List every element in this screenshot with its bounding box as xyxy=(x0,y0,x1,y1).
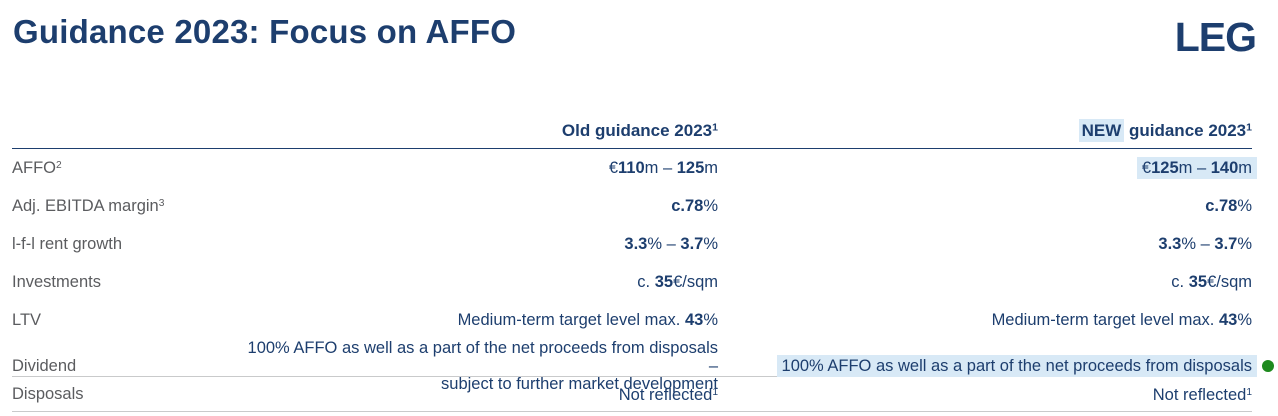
old-guidance-value-disposals: Not reflected1 xyxy=(242,384,718,404)
text-segment: 43 xyxy=(1218,311,1238,329)
row-label-ebitda-margin: Adj. EBITDA margin3 xyxy=(12,197,242,216)
text-segment: % xyxy=(1237,197,1252,215)
old-guidance-value-ebitda-margin: c.78% xyxy=(242,197,718,215)
text-segment: m xyxy=(704,159,718,177)
old-guidance-value-dividend: 100% AFFO as well as a part of the net p… xyxy=(242,339,718,393)
row-label-disposals: Disposals xyxy=(12,385,242,404)
text-segment: 43 xyxy=(684,311,704,329)
column-header-old-guidance: Old guidance 20231 xyxy=(242,121,718,141)
row-label-dividend: Dividend xyxy=(12,357,242,376)
text-segment: € xyxy=(1141,159,1152,177)
text-segment: 100% AFFO as well as a part of the net p… xyxy=(247,339,718,375)
table-row-ltv: LTV Medium-term target level max. 43% Me… xyxy=(12,301,1252,339)
text-segment: subject to further market development xyxy=(441,375,718,393)
text-segment: c. xyxy=(637,273,655,291)
text-segment: % xyxy=(703,235,718,253)
text-segment: 35 xyxy=(1188,273,1208,291)
highlight-box: 100% AFFO as well as a part of the net p… xyxy=(776,355,1257,377)
text-segment: % xyxy=(1237,235,1252,253)
text-segment: m xyxy=(1238,159,1252,177)
table-row-lfl-rent-growth: l-f-l rent growth 3.3% – 3.7% 3.3% – 3.7… xyxy=(12,225,1252,263)
text-segment: 140 xyxy=(1210,159,1239,177)
text-segment: guidance 2023 xyxy=(1124,121,1247,140)
text-segment: 3.7 xyxy=(1214,235,1238,253)
new-guidance-value-investments: c. 35€/sqm xyxy=(718,273,1252,291)
text-segment: Medium-term target level max. xyxy=(457,311,685,329)
text-segment: Adj. EBITDA margin xyxy=(12,196,159,215)
table-body: AFFO2 €110m – 125m €125m – 140m Adj. EBI… xyxy=(12,149,1274,412)
green-dot-icon xyxy=(1262,360,1274,372)
text-segment: % xyxy=(1237,311,1252,329)
row-label-affo: AFFO2 xyxy=(12,159,242,178)
text-segment: €/sqm xyxy=(1207,273,1252,291)
text-segment: % xyxy=(703,311,718,329)
text-segment: c.78 xyxy=(1205,197,1238,215)
old-guidance-value-affo: €110m – 125m xyxy=(242,159,718,177)
text-segment: m – xyxy=(644,159,677,177)
old-guidance-value-investments: c. 35€/sqm xyxy=(242,273,718,291)
new-guidance-value-dividend: 100% AFFO as well as a part of the net p… xyxy=(718,355,1274,377)
text-segment: AFFO xyxy=(12,158,56,177)
text-segment: 3.7 xyxy=(680,235,704,253)
text-segment: Old guidance 2023 xyxy=(561,121,713,140)
text-segment: 3.3 xyxy=(624,235,648,253)
text-segment: LTV xyxy=(12,310,42,329)
row-label-lfl-rent-growth: l-f-l rent growth xyxy=(12,235,242,254)
text-segment: 1 xyxy=(712,386,718,398)
new-guidance-value-lfl-rent-growth: 3.3% – 3.7% xyxy=(718,235,1252,253)
table-row-dividend: Dividend 100% AFFO as well as a part of … xyxy=(12,339,1274,393)
new-guidance-value-disposals: Not reflected1 xyxy=(718,384,1252,404)
text-segment: €/sqm xyxy=(673,273,718,291)
old-guidance-value-lfl-rent-growth: 3.3% – 3.7% xyxy=(242,235,718,253)
text-segment: 1 xyxy=(1246,121,1252,134)
new-guidance-value-affo: €125m – 140m xyxy=(718,157,1257,179)
text-segment: 125 xyxy=(676,159,705,177)
text-segment: 110 xyxy=(618,159,645,177)
text-segment: 100% AFFO as well as a part of the net p… xyxy=(781,357,1252,375)
text-segment: % xyxy=(703,197,718,215)
text-segment: 3.3 xyxy=(1158,235,1182,253)
text-segment: c. xyxy=(1171,273,1189,291)
text-segment: Investments xyxy=(12,272,101,291)
text-segment: 125 xyxy=(1151,159,1179,177)
table-row-affo: AFFO2 €110m – 125m €125m – 140m xyxy=(12,149,1257,187)
text-segment: c.78 xyxy=(671,197,704,215)
guidance-table: Old guidance 20231 NEW guidance 20231 AF… xyxy=(12,112,1274,412)
text-segment: 1 xyxy=(712,121,718,134)
highlight-box: €125m – 140m xyxy=(1136,157,1257,179)
old-guidance-value-ltv: Medium-term target level max. 43% xyxy=(242,311,718,329)
page-title: Guidance 2023: Focus on AFFO xyxy=(13,13,517,50)
new-guidance-value-ltv: Medium-term target level max. 43% xyxy=(718,311,1252,329)
row-label-investments: Investments xyxy=(12,273,242,292)
text-segment: Disposals xyxy=(12,384,84,403)
text-segment: 1 xyxy=(1246,386,1252,398)
text-segment: Medium-term target level max. xyxy=(991,311,1219,329)
text-segment: 3 xyxy=(158,197,165,209)
table-row-ebitda-margin: Adj. EBITDA margin3 c.78% c.78% xyxy=(12,187,1252,225)
table-row-investments: Investments c. 35€/sqm c. 35€/sqm xyxy=(12,263,1252,301)
text-segment: € xyxy=(608,159,618,177)
text-segment: 2 xyxy=(56,159,62,171)
text-segment: 35 xyxy=(654,273,674,291)
column-header-new-guidance: NEW guidance 20231 xyxy=(718,119,1252,142)
text-segment: l-f-l rent growth xyxy=(12,234,123,253)
text-segment: NEW xyxy=(1078,119,1125,142)
leg-logo: LEG xyxy=(1174,14,1257,60)
new-guidance-value-ebitda-margin: c.78% xyxy=(718,197,1252,215)
table-header-row: Old guidance 20231 NEW guidance 20231 xyxy=(12,112,1252,149)
text-segment: % – xyxy=(1181,235,1215,253)
table-row-disposals: Disposals Not reflected1 Not reflected1 xyxy=(12,377,1252,412)
text-segment: % – xyxy=(647,235,681,253)
text-segment: m – xyxy=(1178,159,1211,177)
text-segment: Not reflected xyxy=(1152,386,1247,405)
row-label-ltv: LTV xyxy=(12,311,242,330)
text-segment: Dividend xyxy=(12,356,77,375)
text-segment: Not reflected xyxy=(618,386,713,405)
